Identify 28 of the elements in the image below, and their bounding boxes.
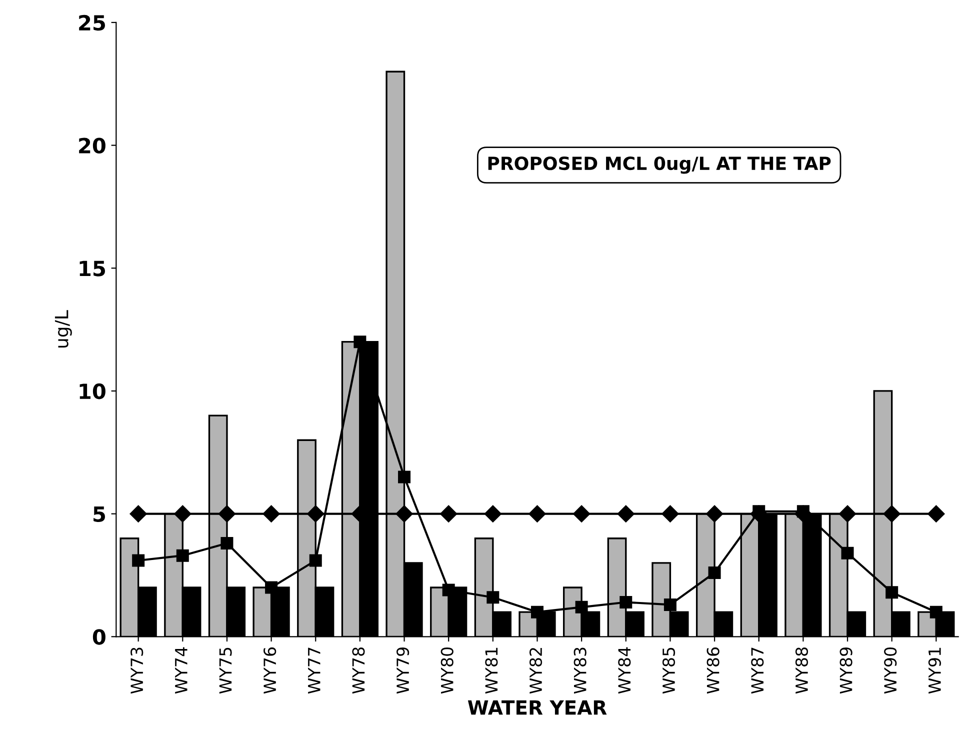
x-tick-label: WY81 [485,648,498,694]
x-tick-label: WY89 [840,648,852,694]
x-tick-label: WY80 [440,647,454,694]
x-tick-label: WY78 [352,648,365,694]
x-tick-label: WY74 [175,647,188,694]
x-tick-label: WY87 [751,648,764,694]
y-tick-label: 10 [80,383,106,400]
x-tick-label: WY84 [618,647,631,694]
x-tick-label: WY77 [308,648,320,694]
y-tick-label: 15 [80,260,105,276]
x-tick-label: WY85 [662,648,676,694]
x-tick-label: WY83 [574,648,586,694]
x-tick-label: WY76 [264,647,276,694]
x-axis-title: WATER YEAR [468,700,607,715]
x-tick-label: WY90 [884,647,897,694]
x-tick-label: WY88 [795,648,808,694]
y-axis-title: ug/L [54,310,72,348]
x-tick-label: WY82 [529,648,542,694]
x-tick-label: WY79 [396,648,410,694]
x-tick-label: WY73 [130,648,144,694]
y-tick-label: 0 [92,629,106,645]
y-tick-label: 5 [94,506,105,522]
x-tick-label: WY75 [219,648,232,694]
annotation: PROPOSED MCL 0ug/L AT THE TAP [488,156,831,174]
y-tick-label: 25 [79,14,105,31]
y-tick-label: 20 [79,138,106,154]
x-tick-label: WY86 [706,647,720,694]
x-tick-label: WY91 [928,648,941,694]
